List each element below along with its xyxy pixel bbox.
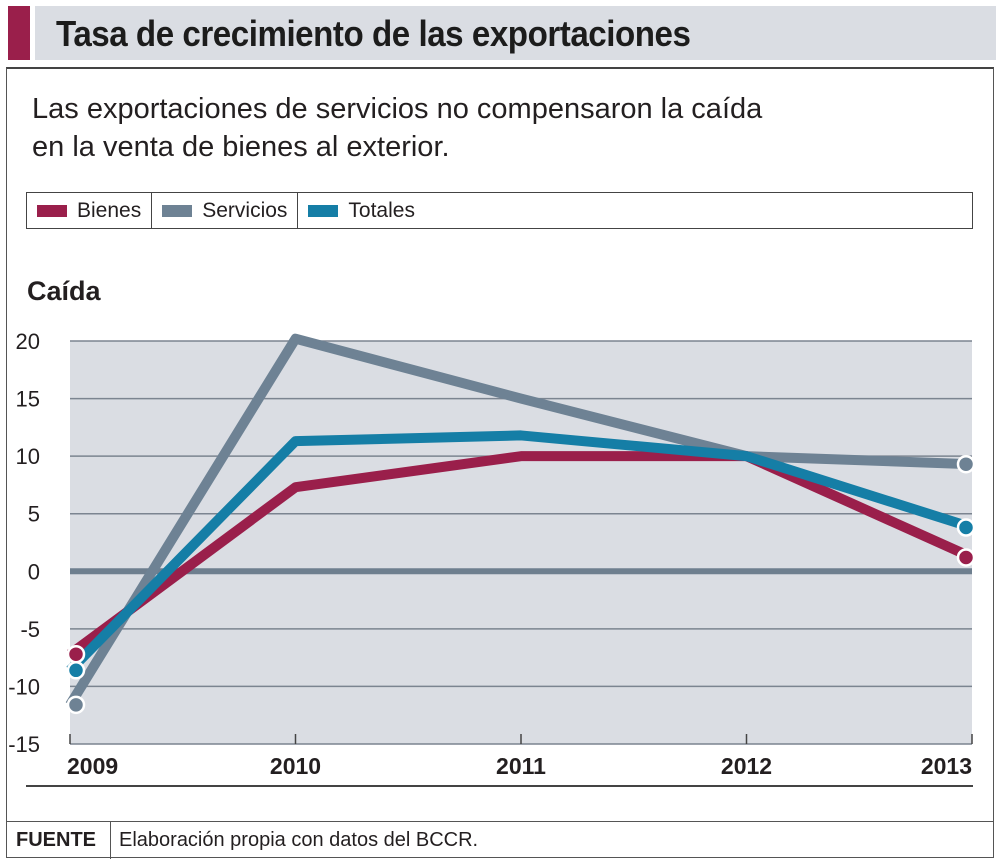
y-tick-label: 5 bbox=[28, 502, 40, 527]
y-tick-label: -15 bbox=[8, 732, 40, 757]
series-line-totales bbox=[66, 430, 974, 674]
footer-source-label: FUENTE bbox=[6, 822, 111, 859]
x-tick-label: 2010 bbox=[270, 753, 321, 779]
y-tick-label: 20 bbox=[16, 329, 40, 354]
y-tick-label: 10 bbox=[16, 444, 40, 469]
y-tick-label: -10 bbox=[8, 674, 40, 699]
y-axis-title: Caída bbox=[27, 276, 101, 306]
y-tick-label: 0 bbox=[28, 559, 40, 584]
series-point-bienes bbox=[956, 548, 976, 567]
line-chart: 20 15 10 5 0 -5 -10 -15 2009 2010 2011 2012 2013 bbox=[8, 329, 976, 779]
footer-source-text: Elaboración propia con datos del BCCR. bbox=[119, 829, 479, 851]
legend-item-servicios: Servicios bbox=[152, 193, 299, 228]
legend-swatch-bienes bbox=[37, 204, 67, 217]
legend-item-bienes: Bienes bbox=[27, 193, 153, 228]
chart-subtitle: Las exportaciones de servicios no compen… bbox=[32, 90, 932, 166]
legend-label-totales: Totales bbox=[348, 198, 415, 222]
legend: Bienes Servicios Totales bbox=[26, 192, 973, 229]
series-point-servicios bbox=[956, 454, 976, 474]
chart-frame bbox=[6, 67, 994, 858]
series-point-servicios bbox=[66, 695, 86, 715]
y-tick-label: -5 bbox=[20, 617, 40, 642]
chart-title: Tasa de crecimiento de las exportaciones bbox=[56, 13, 691, 54]
legend-swatch-totales bbox=[308, 204, 339, 217]
series-point-totales bbox=[956, 518, 976, 537]
subtitle-line-1: Las exportaciones de servicios no compen… bbox=[32, 93, 763, 125]
series-line-servicios bbox=[65, 333, 973, 708]
x-tick-label: 2011 bbox=[496, 753, 546, 779]
title-bar: Tasa de crecimiento de las exportaciones bbox=[8, 6, 996, 60]
legend-swatch-servicios bbox=[162, 204, 193, 217]
title-accent-bar bbox=[8, 6, 30, 60]
legend-item-totales: Totales bbox=[298, 193, 425, 228]
title-background bbox=[35, 6, 996, 60]
series-point-totales bbox=[66, 661, 86, 680]
y-tick-label: 15 bbox=[16, 387, 40, 412]
series-line-bienes bbox=[67, 451, 975, 659]
subtitle-line-2: en la venta de bienes al exterior. bbox=[32, 131, 450, 163]
footer: FUENTE Elaboración propia con datos del … bbox=[6, 821, 994, 859]
x-tick-label: 2009 bbox=[67, 753, 118, 779]
x-tick-label: 2012 bbox=[721, 753, 772, 779]
legend-label-servicios: Servicios bbox=[202, 198, 288, 222]
legend-label-bienes: Bienes bbox=[77, 198, 142, 222]
bottom-rule bbox=[26, 785, 973, 787]
x-tick-label: 2013 bbox=[921, 753, 972, 779]
series-point-bienes bbox=[66, 644, 86, 664]
